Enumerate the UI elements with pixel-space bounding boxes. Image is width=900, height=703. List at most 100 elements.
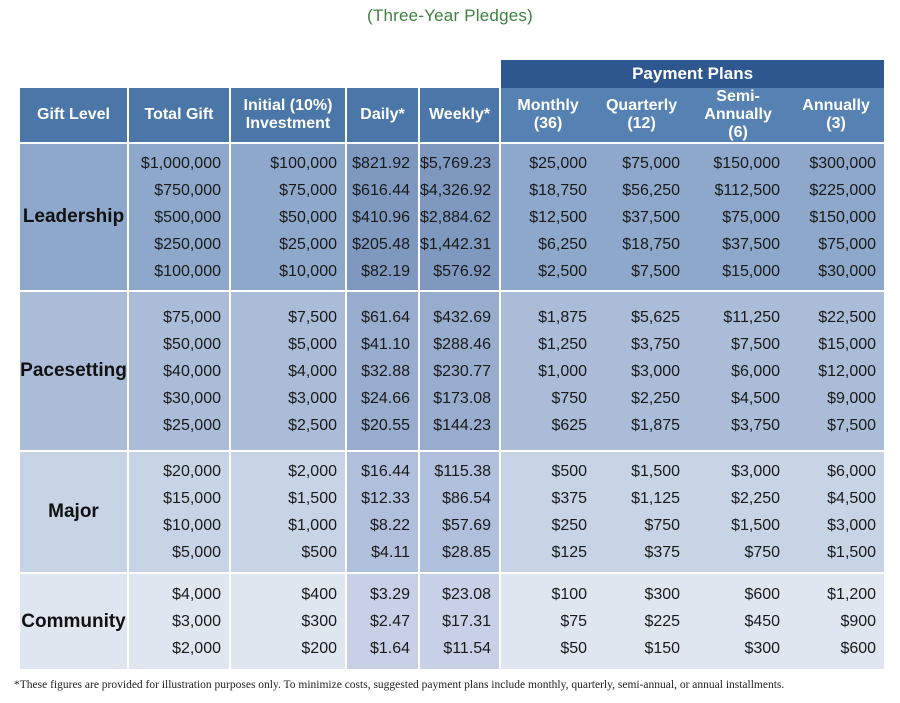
amount-cell: $86.54 xyxy=(442,490,492,507)
amount-cell: $23.08 xyxy=(442,586,492,603)
amount-cell: $150,000 xyxy=(713,154,781,172)
amount-cell: $7,500 xyxy=(827,416,877,434)
gift-level-label: Major xyxy=(20,450,128,573)
amount-cell: $5,000 xyxy=(172,544,221,561)
header-semi-annually: Semi-Annually (6) xyxy=(688,88,789,143)
amount-cell: $225 xyxy=(644,613,681,630)
amount-cell: $75,000 xyxy=(279,181,337,199)
column-monthly: $25,000 $18,750 $12,500 $6,250 $2,500 xyxy=(499,142,596,291)
amount-cell: $2,250 xyxy=(631,389,681,407)
column-daily: $3.29 $2.47 $1.64 xyxy=(345,572,419,669)
amount-cell: $1,875 xyxy=(538,308,588,326)
amount-cell: $1,125 xyxy=(631,490,681,507)
column-total-gift: $4,000 $3,000 $2,000 xyxy=(127,572,230,669)
amount-cell: $300 xyxy=(744,640,781,657)
amount-cell: $2,250 xyxy=(731,490,781,507)
column-total-gift: $20,000 $15,000 $10,000 $5,000 xyxy=(127,450,230,573)
amount-cell: $3,750 xyxy=(631,335,681,353)
amount-cell: $75,000 xyxy=(622,154,681,172)
amount-cell: $11.54 xyxy=(443,640,492,657)
header-gift-level: Gift Level xyxy=(20,88,128,143)
amount-cell: $450 xyxy=(744,613,781,630)
column-semi-annually: $3,000 $2,250 $1,500 $750 xyxy=(688,450,789,573)
amount-cell: $1,500 xyxy=(731,517,781,534)
amount-cell: $100,000 xyxy=(154,262,221,280)
amount-cell: $576.92 xyxy=(433,262,492,280)
column-annually: $6,000 $4,500 $3,000 $1,500 xyxy=(788,450,885,573)
amount-cell: $115.38 xyxy=(434,463,492,480)
header-quarterly: Quarterly (12) xyxy=(595,88,689,143)
amount-cell: $750 xyxy=(551,389,588,407)
header-initial-investment: Initial (10%) Investment xyxy=(229,88,346,143)
amount-cell: $18,750 xyxy=(529,181,588,199)
amount-cell: $600 xyxy=(840,640,877,657)
header-total-gift: Total Gift xyxy=(127,88,230,143)
amount-cell: $15,000 xyxy=(722,262,781,280)
amount-cell: $25,000 xyxy=(279,235,337,253)
amount-cell: $8.22 xyxy=(369,517,410,534)
amount-cell: $7,500 xyxy=(631,262,681,280)
amount-cell: $57.69 xyxy=(442,517,492,534)
amount-cell: $1,000,000 xyxy=(140,154,221,172)
amount-cell: $30,000 xyxy=(818,262,877,280)
amount-cell: $40,000 xyxy=(163,362,221,380)
amount-cell: $30,000 xyxy=(163,389,221,407)
gift-level-label: Leadership xyxy=(20,142,128,291)
column-daily: $16.44 $12.33 $8.22 $4.11 xyxy=(345,450,419,573)
amount-cell: $10,000 xyxy=(279,262,337,280)
amount-cell: $61.64 xyxy=(361,308,410,326)
footnote: *These figures are provided for illustra… xyxy=(14,679,785,691)
amount-cell: $1,875 xyxy=(631,416,681,434)
gift-level-label: Pacesetting xyxy=(20,290,128,451)
amount-cell: $432.69 xyxy=(433,308,492,326)
column-initial-investment: $2,000 $1,500 $1,000 $500 xyxy=(229,450,346,573)
header-monthly: Monthly (36) xyxy=(499,88,596,143)
amount-cell: $112,500 xyxy=(714,181,781,199)
column-monthly: $100 $75 $50 xyxy=(499,572,596,669)
amount-cell: $600 xyxy=(744,586,781,603)
group-row: Pacesetting $75,000 $50,000 $40,000 $30,000 $… xyxy=(20,290,885,451)
amount-cell: $12,500 xyxy=(529,208,588,226)
amount-cell: $6,000 xyxy=(827,463,877,480)
amount-cell: $250,000 xyxy=(154,235,221,253)
amount-cell: $300,000 xyxy=(809,154,877,172)
amount-cell: $150,000 xyxy=(809,208,877,226)
amount-cell: $4,000 xyxy=(288,362,337,380)
amount-cell: $37,500 xyxy=(722,235,781,253)
amount-cell: $20,000 xyxy=(163,463,221,480)
amount-cell: $1,500 xyxy=(827,544,877,561)
column-annually: $1,200 $900 $600 xyxy=(788,572,885,669)
amount-cell: $15,000 xyxy=(818,335,877,353)
amount-cell: $5,625 xyxy=(631,308,681,326)
amount-cell: $7,500 xyxy=(288,308,337,326)
amount-cell: $288.46 xyxy=(433,335,492,353)
amount-cell: $50,000 xyxy=(279,208,337,226)
amount-cell: $9,000 xyxy=(827,389,877,407)
amount-cell: $32.88 xyxy=(361,362,410,380)
amount-cell: $4,326.92 xyxy=(420,181,492,199)
amount-cell: $1,000 xyxy=(538,362,588,380)
amount-cell: $230.77 xyxy=(433,362,492,380)
amount-cell: $375 xyxy=(551,490,588,507)
column-total-gift: $75,000 $50,000 $40,000 $30,000 $25,000 xyxy=(127,290,230,451)
amount-cell: $225,000 xyxy=(809,181,877,199)
column-initial-investment: $400 $300 $200 xyxy=(229,572,346,669)
amount-cell: $375 xyxy=(644,544,681,561)
amount-cell: $75,000 xyxy=(818,235,877,253)
amount-cell: $2.47 xyxy=(369,613,410,630)
amount-cell: $17.31 xyxy=(442,613,492,630)
amount-cell: $200 xyxy=(301,640,337,657)
amount-cell: $6,000 xyxy=(731,362,781,380)
amount-cell: $400 xyxy=(301,586,337,603)
amount-cell: $500 xyxy=(301,544,337,561)
amount-cell: $22,500 xyxy=(818,308,877,326)
amount-cell: $1,442.31 xyxy=(420,235,492,253)
amount-cell: $205.48 xyxy=(352,235,410,253)
amount-cell: $3,000 xyxy=(631,362,681,380)
amount-cell: $100 xyxy=(551,586,588,603)
amount-cell: $25,000 xyxy=(163,416,221,434)
amount-cell: $82.19 xyxy=(361,262,410,280)
amount-cell: $12,000 xyxy=(818,362,877,380)
amount-cell: $75,000 xyxy=(722,208,781,226)
column-daily: $821.92 $616.44 $410.96 $205.48 $82.19 xyxy=(345,142,419,291)
